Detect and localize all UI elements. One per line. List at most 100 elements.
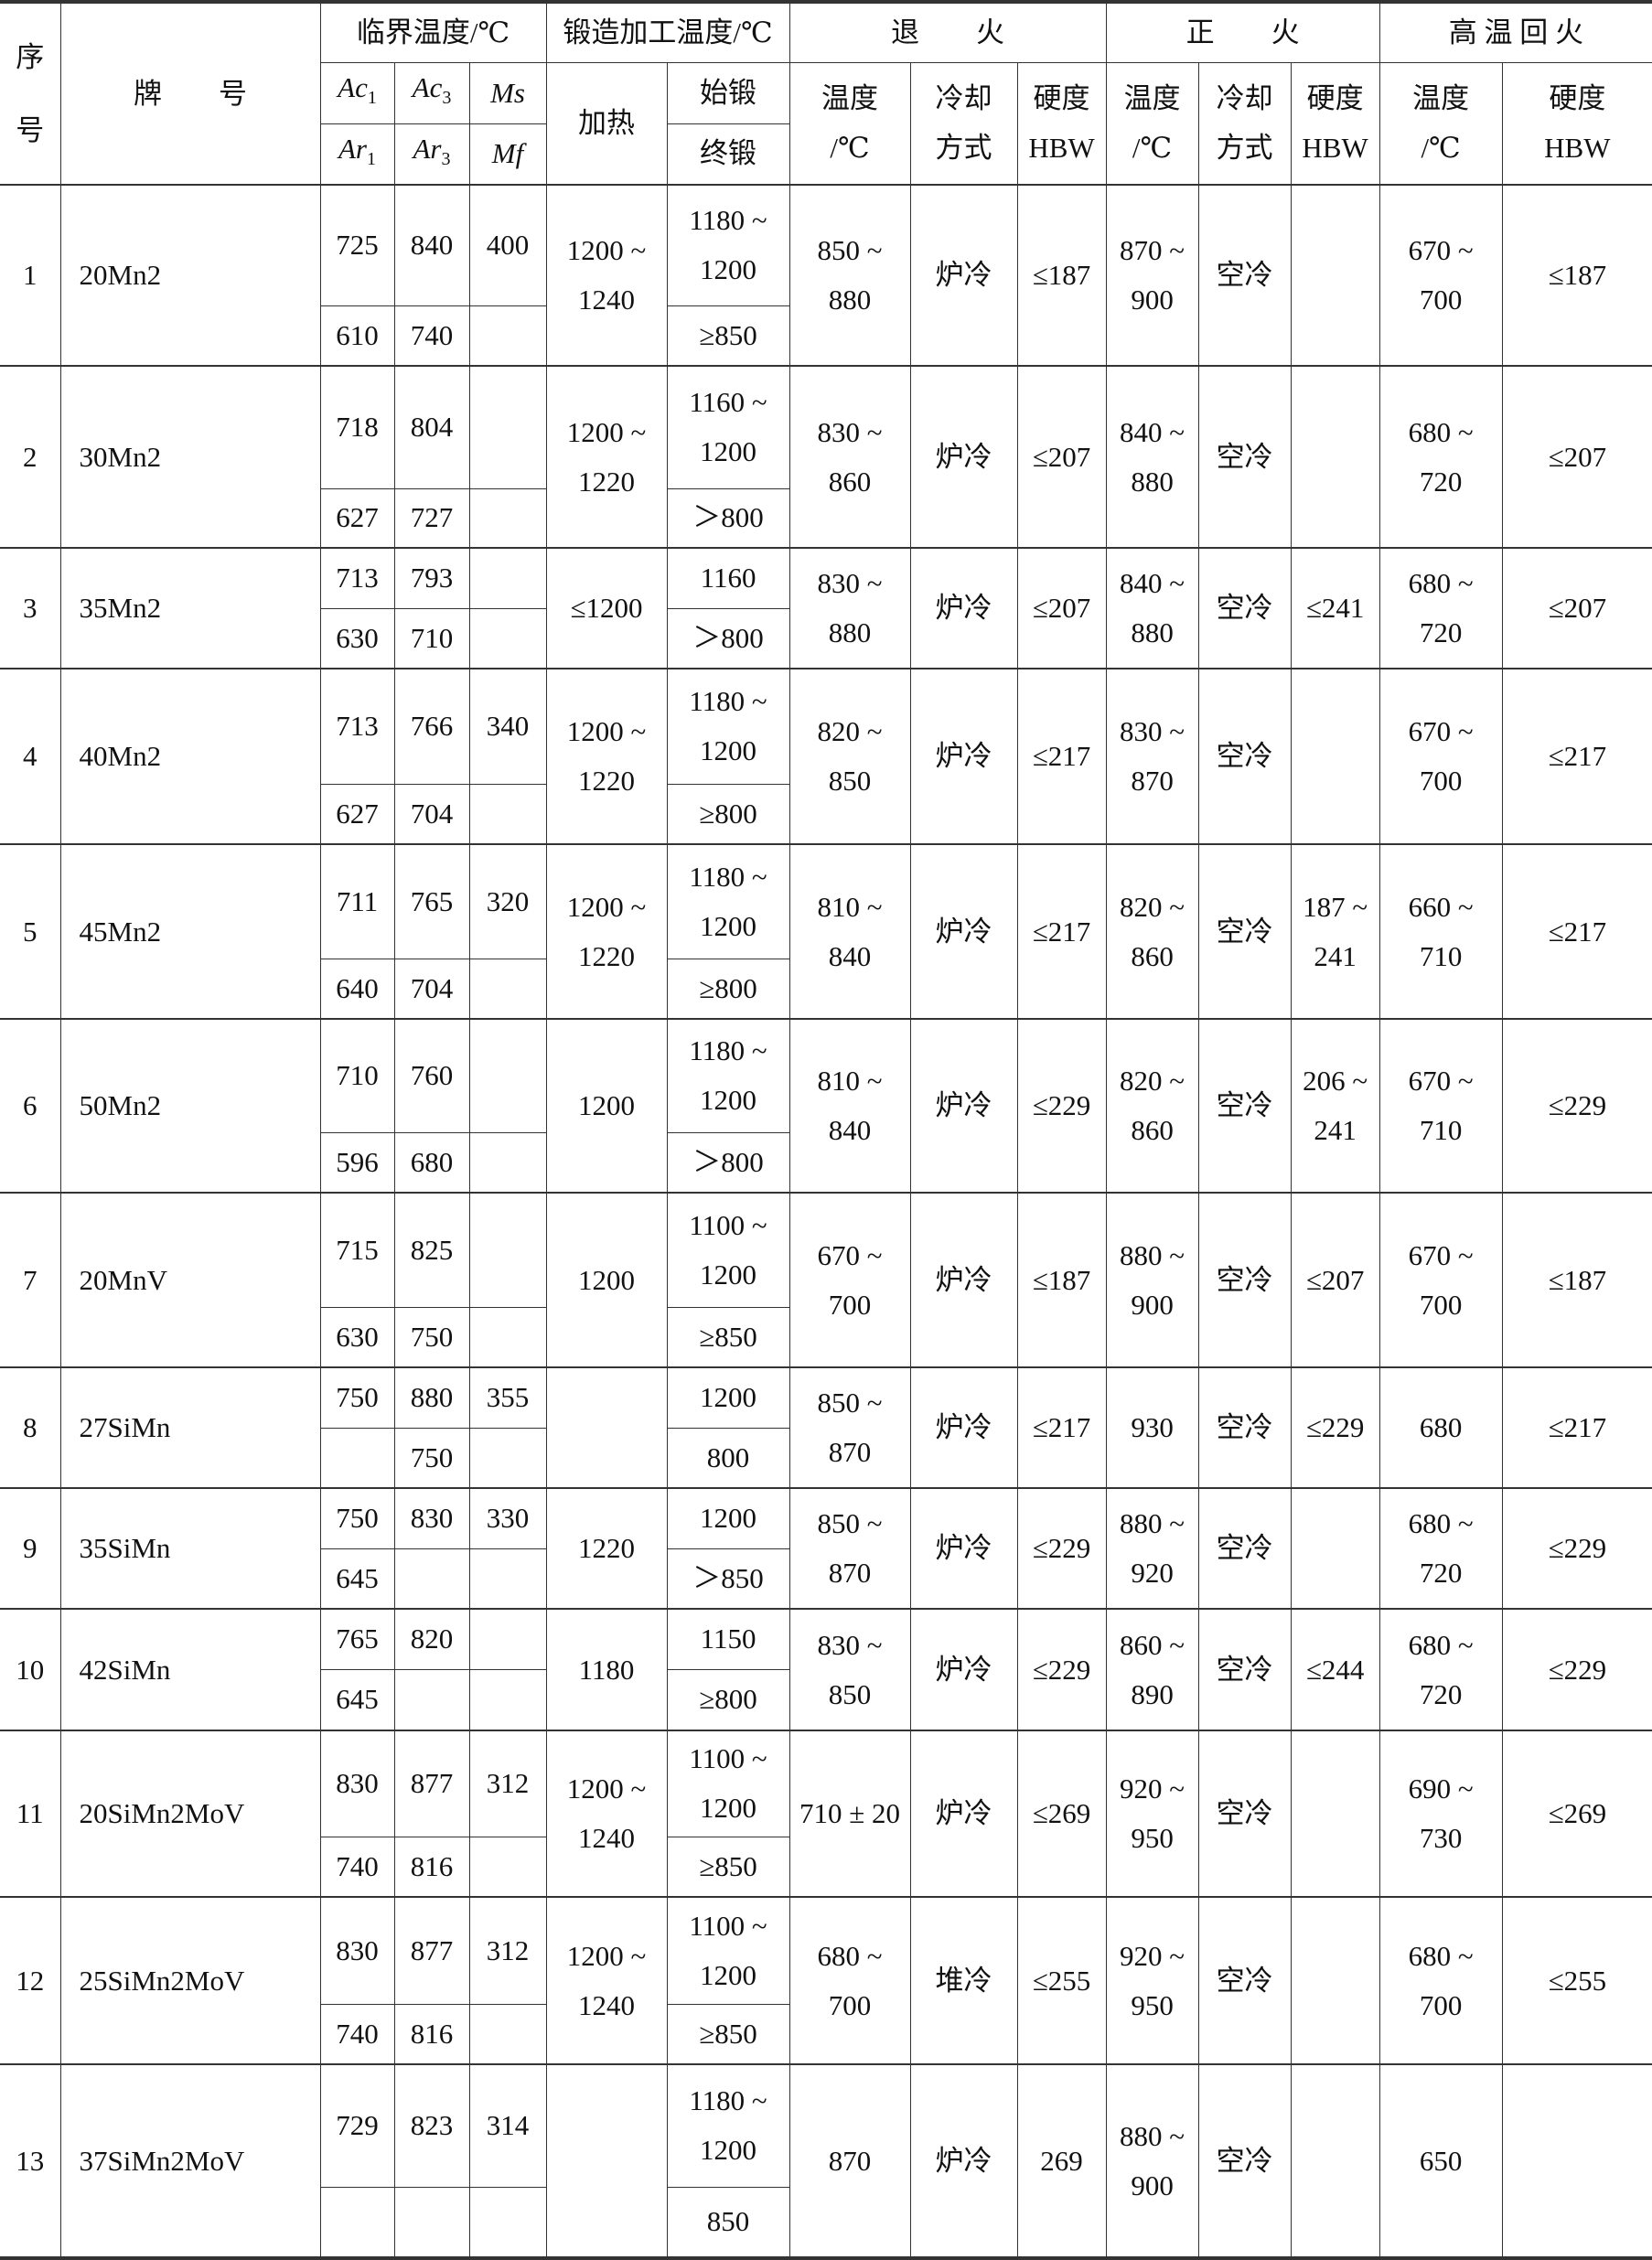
cell-ms <box>468 1608 547 1670</box>
table-subrow: 630 750 ≥850 <box>0 1306 1652 1368</box>
cell-temper-hardness: ≤255 <box>1501 1896 1652 2065</box>
cell-ar1: 640 <box>320 958 395 1020</box>
cell-seq: 7 <box>0 1192 61 1368</box>
header-mf: Mf <box>468 123 547 186</box>
cell-anneal-cooling: 堆冷 <box>909 1896 1018 2065</box>
cell-start-forge: 1100 ~ 1200 <box>666 1896 790 2005</box>
header-heating: 加热 <box>545 61 668 186</box>
cell-normalize-temp: 820 ~ 860 <box>1105 1018 1199 1194</box>
header-temper-temp: 温度 /℃ <box>1378 61 1503 186</box>
cell-grade: 30Mn2 <box>59 365 321 549</box>
cell-grade: 40Mn2 <box>59 668 321 845</box>
cell-grade: 42SiMn <box>59 1608 321 1731</box>
cell-normalize-temp: 930 <box>1105 1366 1199 1489</box>
cell-ar1: 740 <box>320 1836 395 1898</box>
cell-heating: 1200 ~ 1240 <box>545 184 668 367</box>
cell-ar3: 750 <box>393 1306 470 1368</box>
cell-normalize-temp: 880 ~ 900 <box>1105 2063 1199 2259</box>
cell-heating: 1220 <box>545 1487 668 1610</box>
cell-grade: 35Mn2 <box>59 547 321 669</box>
cell-temper-temp: 660 ~ 710 <box>1378 843 1503 1020</box>
cell-ac1: 718 <box>319 365 395 489</box>
cell-ac1: 830 <box>319 1730 395 1837</box>
cell-ac1: 715 <box>319 1192 395 1308</box>
header-seq: 序 号 <box>0 1 61 186</box>
table-row: 10 42SiMn 765 820 1180 1150 830 ~ 850 炉冷 ≤229 860… <box>0 1608 1652 1731</box>
cell-ms: 340 <box>468 668 547 785</box>
cell-heating: 1200 <box>545 1018 668 1194</box>
cell-grade: 20SiMn2MoV <box>59 1730 321 1898</box>
cell-end-forge: ≥800 <box>666 783 790 845</box>
cell-anneal-cooling: 炉冷 <box>909 365 1018 549</box>
cell-normalize-temp: 920 ~ 950 <box>1105 1896 1199 2065</box>
cell-ac1: 729 <box>319 2063 395 2188</box>
cell-ar1 <box>320 1427 395 1489</box>
table-row: 8 27SiMn 750 880 355 1200 850 ~ 870 炉冷 ≤217 930 空冷… <box>0 1366 1652 1489</box>
cell-start-forge: 1160 <box>666 547 790 609</box>
cell-ms: 330 <box>468 1487 547 1549</box>
table-subrow: 645 ≥800 <box>0 1668 1652 1731</box>
table-subrow: 740 816 ≥850 <box>0 2003 1652 2065</box>
cell-normalize-hardness: 206 ~ 241 <box>1290 1018 1380 1194</box>
cell-normalize-hardness <box>1290 1896 1380 2065</box>
header-anneal-cooling: 冷却 方式 <box>909 61 1018 186</box>
cell-normalize-temp: 870 ~ 900 <box>1105 184 1199 367</box>
header-anneal-hardness: 硬度 HBW <box>1016 61 1107 186</box>
cell-heating <box>545 2063 668 2259</box>
cell-normalize-cooling: 空冷 <box>1197 365 1292 549</box>
cell-anneal-temp: 850 ~ 870 <box>788 1487 911 1610</box>
cell-ms <box>468 1018 547 1133</box>
cell-anneal-hardness: 269 <box>1016 2063 1107 2259</box>
cell-ms: 314 <box>468 2063 547 2188</box>
cell-normalize-temp: 840 ~ 880 <box>1105 365 1199 549</box>
cell-temper-hardness: ≤269 <box>1501 1730 1652 1898</box>
cell-ms <box>468 365 547 489</box>
header-temper-hardness: 硬度 HBW <box>1501 61 1652 186</box>
cell-ms: 355 <box>468 1366 547 1429</box>
cell-end-forge: ≥850 <box>666 1836 790 1898</box>
cell-temper-hardness: ≤229 <box>1501 1608 1652 1731</box>
cell-normalize-cooling: 空冷 <box>1197 1730 1292 1898</box>
cell-temper-hardness: ≤217 <box>1501 668 1652 845</box>
cell-end-forge: 800 <box>666 1427 790 1489</box>
cell-ar1: 630 <box>320 1306 395 1368</box>
cell-normalize-hardness: 187 ~ 241 <box>1290 843 1380 1020</box>
cell-heating: 1200 ~ 1220 <box>545 843 668 1020</box>
cell-heating: 1200 ~ 1220 <box>545 668 668 845</box>
cell-normalize-temp: 860 ~ 890 <box>1105 1608 1199 1731</box>
cell-grade: 25SiMn2MoV <box>59 1896 321 2065</box>
cell-ac1: 750 <box>319 1487 395 1549</box>
cell-seq: 13 <box>0 2063 61 2259</box>
cell-ac1: 710 <box>319 1018 395 1133</box>
cell-temper-hardness <box>1501 2063 1652 2259</box>
header-grade: 牌 号 <box>59 1 321 186</box>
cell-end-forge: 850 <box>666 2186 790 2259</box>
cell-anneal-temp: 670 ~ 700 <box>788 1192 911 1368</box>
cell-temper-temp: 680 ~ 720 <box>1378 365 1503 549</box>
cell-start-forge: 1180 ~ 1200 <box>666 1018 790 1133</box>
table-row: 11 20SiMn2MoV 830 877 312 1200 ~ 1240 1100 ~ 1… <box>0 1730 1652 1898</box>
cell-ar1: 627 <box>320 783 395 845</box>
cell-ac3: 877 <box>393 1896 470 2005</box>
cell-temper-temp: 650 <box>1378 2063 1503 2259</box>
cell-anneal-cooling: 炉冷 <box>909 843 1018 1020</box>
cell-ar1: 645 <box>320 1668 395 1731</box>
cell-ar1: 610 <box>320 305 395 367</box>
cell-anneal-cooling: 炉冷 <box>909 184 1018 367</box>
cell-ar3 <box>393 1668 470 1731</box>
cell-anneal-temp: 810 ~ 840 <box>788 843 911 1020</box>
cell-ms: 320 <box>468 843 547 959</box>
header-annealing: 退 火 <box>788 1 1107 63</box>
cell-anneal-hardness: ≤229 <box>1016 1487 1107 1610</box>
cell-start-forge: 1180 ~ 1200 <box>666 843 790 959</box>
cell-anneal-cooling: 炉冷 <box>909 1366 1018 1489</box>
cell-end-forge: ≥850 <box>666 305 790 367</box>
cell-mf <box>468 1668 547 1731</box>
cell-start-forge: 1100 ~ 1200 <box>666 1192 790 1308</box>
cell-ms <box>468 1192 547 1308</box>
cell-ac1: 713 <box>319 668 395 785</box>
cell-normalize-hardness <box>1290 2063 1380 2259</box>
cell-heating: 1200 ~ 1240 <box>545 1896 668 2065</box>
cell-anneal-cooling: 炉冷 <box>909 1608 1018 1731</box>
cell-normalize-temp: 880 ~ 900 <box>1105 1192 1199 1368</box>
